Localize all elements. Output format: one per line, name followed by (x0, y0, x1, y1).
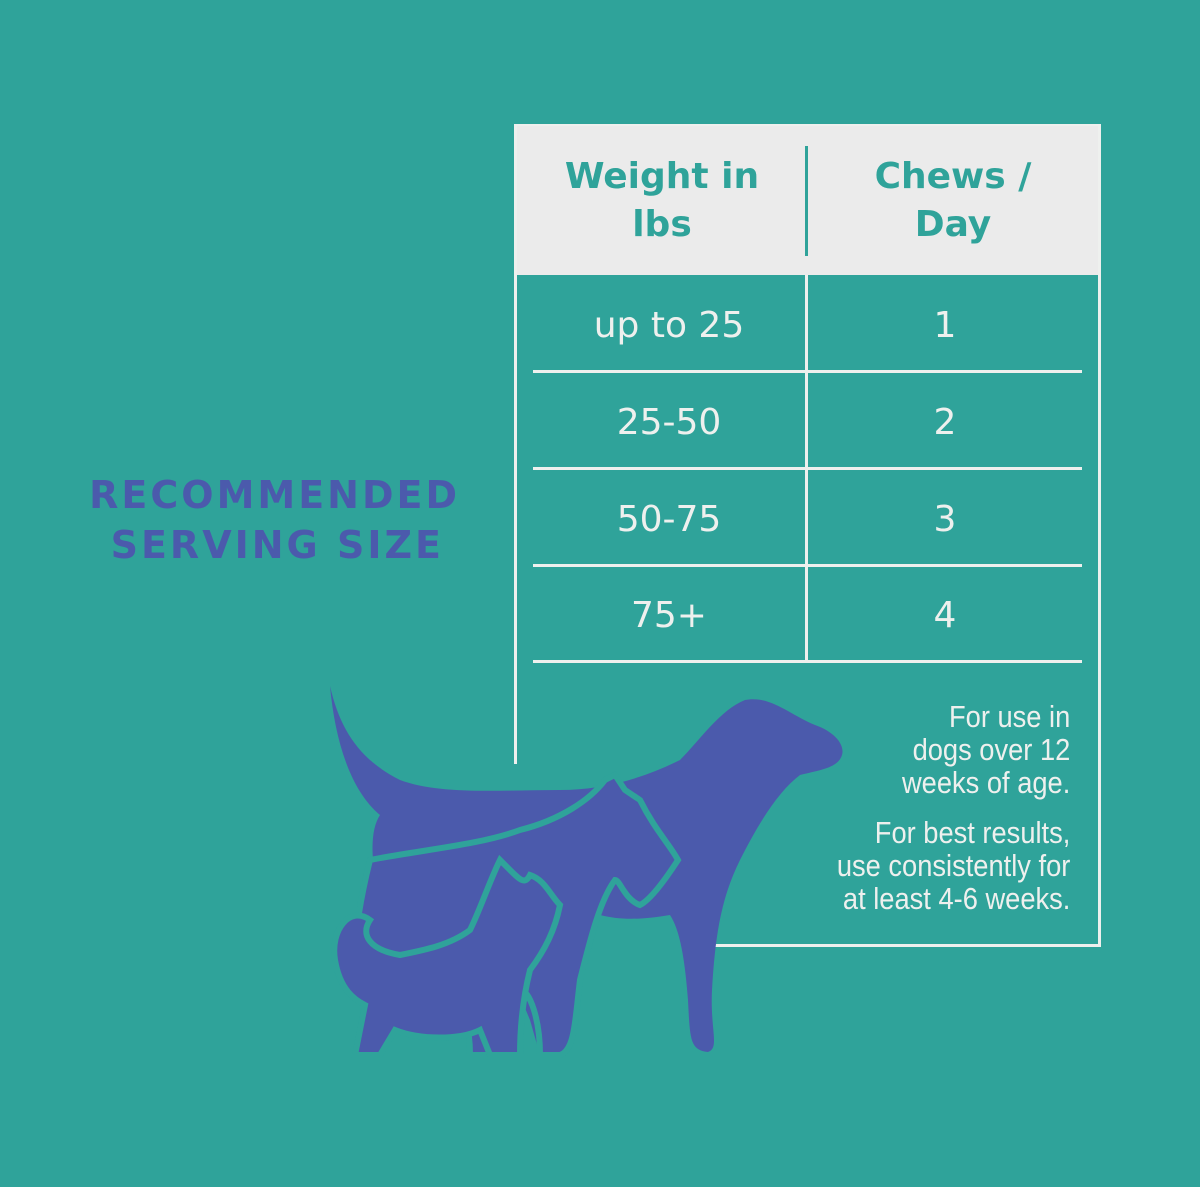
note-line: use consistently for (836, 848, 1070, 883)
header-weight-line: Weight in (564, 155, 760, 197)
column-divider (805, 275, 808, 663)
table-row: 75+ 4 (533, 567, 1082, 663)
title-line-2: SERVING SIZE (110, 523, 444, 567)
weight-cell: 75+ (631, 594, 707, 636)
chews-cell: 2 (933, 401, 957, 443)
header-divider (805, 146, 808, 256)
header-chews-line: Day (914, 203, 992, 245)
note-line: For use in (948, 699, 1070, 734)
header-weight-line: lbs (632, 203, 692, 245)
note-line: at least 4-6 weeks. (842, 881, 1070, 916)
section-title: RECOMMENDED SERVING SIZE (60, 470, 500, 570)
note-line: For best results, (874, 815, 1070, 850)
note-line: weeks of age. (901, 765, 1070, 800)
weight-cell: up to 25 (593, 304, 745, 346)
table-header: Weight in lbs Chews / Day (517, 126, 1098, 275)
title-line-1: RECOMMENDED (89, 473, 460, 517)
note-line: dogs over 12 (912, 732, 1070, 767)
header-weight: Weight in lbs (517, 126, 807, 275)
chews-cell: 1 (933, 304, 957, 346)
weight-cell: 25-50 (616, 401, 722, 443)
chews-cell: 3 (933, 498, 957, 540)
header-chews-line: Chews / (874, 155, 1032, 197)
frame-border-left (514, 124, 517, 764)
usage-note: For use in dogs over 12 weeks of age. (902, 700, 1070, 799)
weight-cell: 50-75 (616, 498, 722, 540)
frame-border-right (1098, 124, 1101, 947)
frame-border-bottom (714, 944, 1101, 947)
results-note: For best results, use consistently for a… (836, 816, 1070, 915)
small-dog-silhouette (331, 854, 564, 1058)
header-chews: Chews / Day (808, 126, 1098, 275)
frame-border-top (514, 124, 1100, 126)
chews-cell: 4 (933, 594, 957, 636)
